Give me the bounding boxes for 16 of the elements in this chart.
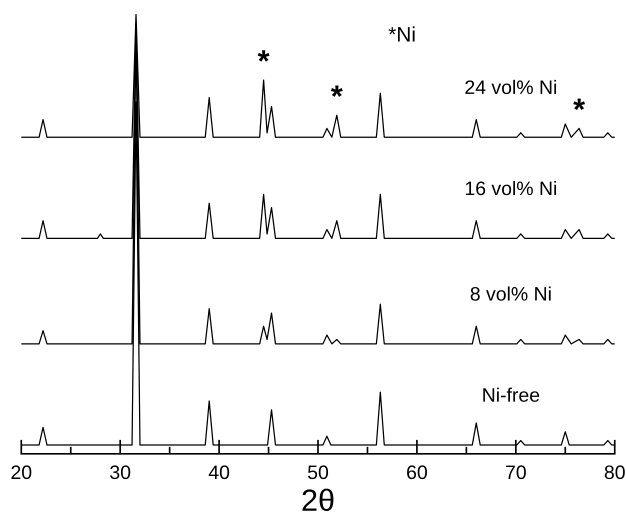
x-tick-label: 60	[407, 465, 427, 480]
series-label: Ni-free	[483, 388, 540, 402]
x-tick-label: 70	[506, 465, 526, 480]
annotation: *	[573, 98, 586, 110]
series-label: 8 vol% Ni	[470, 286, 551, 301]
annotation: *	[330, 85, 343, 97]
x-tick-label: 80	[604, 465, 625, 480]
x-axis-title: 2θ	[302, 488, 334, 512]
x-tick-label: 20	[11, 465, 32, 480]
series-label: 16 vol% Ni	[466, 180, 556, 196]
x-tick-label: 50	[308, 465, 328, 480]
x-tick-label: 40	[208, 465, 230, 480]
annotation: *Ni	[388, 26, 415, 42]
series-label: 24 vol% Ni	[465, 80, 556, 94]
x-tick-label: 30	[110, 465, 130, 480]
annotation: *	[258, 50, 270, 62]
